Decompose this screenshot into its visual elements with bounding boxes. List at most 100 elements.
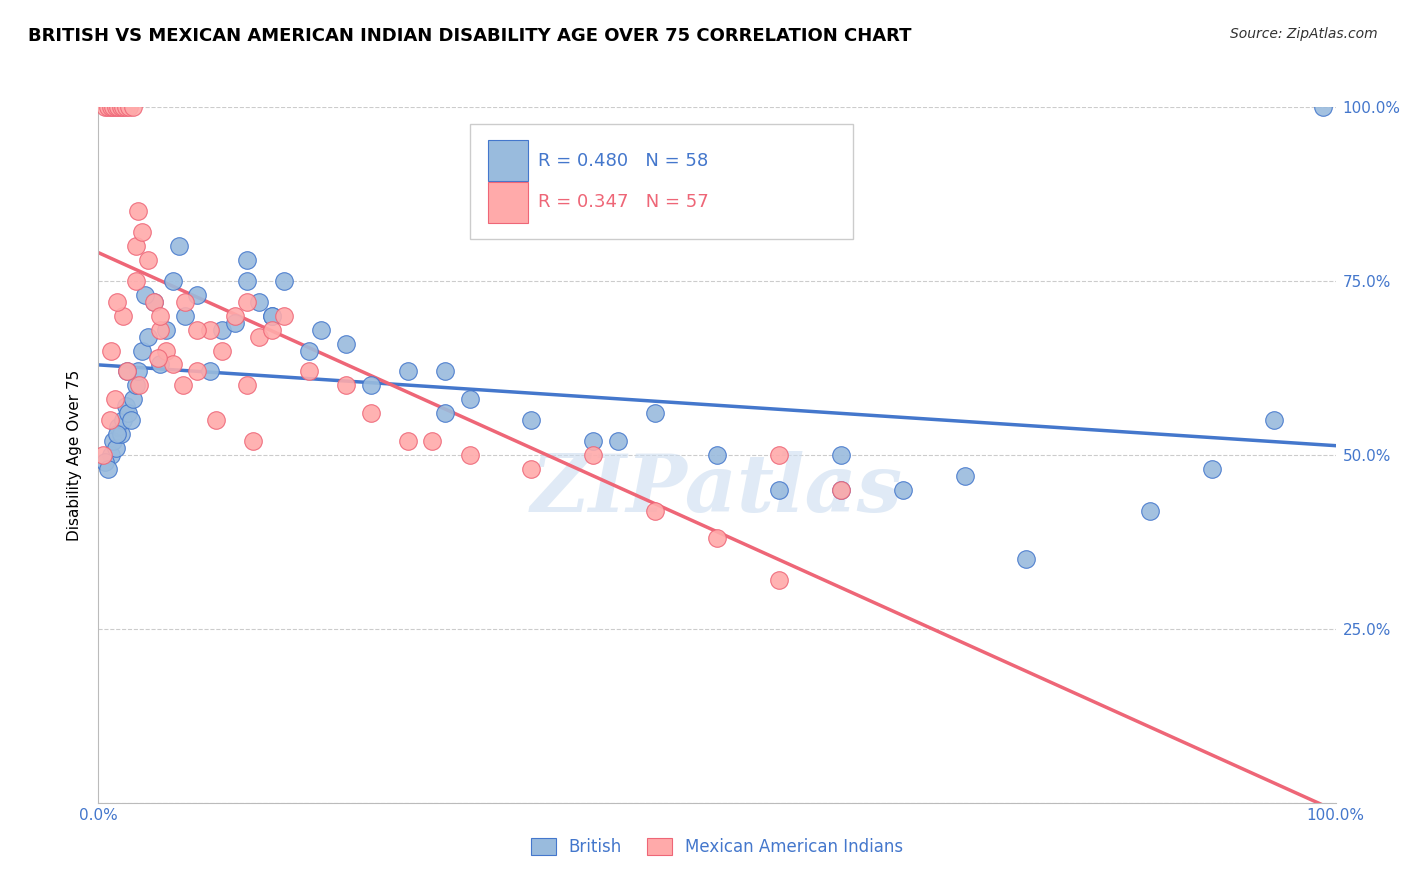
Point: [433, 406, 456, 420]
Point: [100, 448, 122, 462]
Point: [396, 434, 419, 448]
Point: [93, 100, 115, 114]
Point: [93, 455, 115, 469]
Point: [149, 309, 172, 323]
Point: [97, 462, 120, 476]
Point: [198, 364, 221, 378]
Point: [236, 294, 259, 309]
Point: [260, 323, 283, 337]
Point: [396, 364, 419, 378]
Point: [830, 483, 852, 497]
Point: [167, 239, 190, 253]
Point: [582, 434, 605, 448]
Point: [458, 448, 481, 462]
Point: [149, 358, 172, 372]
Point: [706, 448, 728, 462]
Point: [768, 483, 790, 497]
Point: [236, 378, 259, 392]
Point: [146, 351, 169, 365]
Point: [1139, 503, 1161, 517]
Point: [768, 573, 790, 587]
Y-axis label: Disability Age Over 75: Disability Age Over 75: [67, 369, 83, 541]
Point: [211, 343, 233, 358]
Point: [124, 274, 146, 288]
Point: [360, 378, 382, 392]
Point: [112, 100, 135, 114]
Point: [273, 309, 295, 323]
Point: [131, 343, 153, 358]
Point: [155, 323, 177, 337]
Point: [260, 309, 283, 323]
Point: [211, 323, 233, 337]
Point: [104, 441, 127, 455]
Point: [335, 336, 357, 351]
Point: [236, 274, 259, 288]
Point: [706, 532, 728, 546]
Point: [115, 364, 138, 378]
Point: [1312, 100, 1334, 114]
Point: [115, 364, 138, 378]
Point: [242, 434, 264, 448]
Point: [298, 364, 321, 378]
Point: [112, 309, 135, 323]
Point: [114, 100, 136, 114]
Point: [122, 392, 145, 407]
Point: [114, 399, 136, 413]
Legend: British, Mexican American Indians: British, Mexican American Indians: [522, 830, 912, 864]
Point: [1263, 413, 1285, 427]
Point: [1201, 462, 1223, 476]
Point: [162, 358, 184, 372]
Point: [112, 413, 135, 427]
Point: [644, 406, 666, 420]
Point: [127, 204, 149, 219]
Point: [136, 253, 159, 268]
Point: [143, 294, 166, 309]
Point: [309, 323, 332, 337]
Point: [953, 468, 976, 483]
Point: [110, 100, 132, 114]
Point: [830, 483, 852, 497]
Point: [224, 316, 246, 330]
Point: [360, 406, 382, 420]
Point: [174, 309, 197, 323]
Point: [124, 239, 146, 253]
Point: [247, 294, 270, 309]
Point: [582, 448, 605, 462]
Point: [236, 253, 259, 268]
Point: [1015, 552, 1038, 566]
Point: [186, 364, 208, 378]
FancyBboxPatch shape: [488, 182, 527, 223]
Point: [118, 100, 141, 114]
Point: [186, 323, 208, 337]
Point: [335, 378, 357, 392]
Text: BRITISH VS MEXICAN AMERICAN INDIAN DISABILITY AGE OVER 75 CORRELATION CHART: BRITISH VS MEXICAN AMERICAN INDIAN DISAB…: [28, 27, 911, 45]
Point: [100, 100, 122, 114]
Point: [198, 323, 221, 337]
Point: [105, 427, 128, 442]
Point: [107, 420, 129, 434]
Point: [120, 413, 142, 427]
Point: [98, 413, 121, 427]
Point: [172, 378, 194, 392]
Point: [224, 309, 246, 323]
Text: R = 0.347   N = 57: R = 0.347 N = 57: [537, 194, 709, 211]
Point: [107, 100, 129, 114]
Point: [155, 343, 177, 358]
Point: [520, 462, 543, 476]
Point: [162, 274, 184, 288]
Point: [110, 427, 132, 442]
Point: [100, 343, 122, 358]
Point: [260, 309, 283, 323]
Point: [104, 100, 127, 114]
Point: [124, 378, 146, 392]
Point: [273, 274, 295, 288]
Point: [128, 378, 150, 392]
Point: [458, 392, 481, 407]
Point: [97, 100, 120, 114]
Text: R = 0.480   N = 58: R = 0.480 N = 58: [537, 152, 707, 169]
FancyBboxPatch shape: [470, 124, 853, 239]
Point: [768, 448, 790, 462]
Point: [298, 343, 321, 358]
Point: [117, 406, 139, 420]
Point: [830, 448, 852, 462]
